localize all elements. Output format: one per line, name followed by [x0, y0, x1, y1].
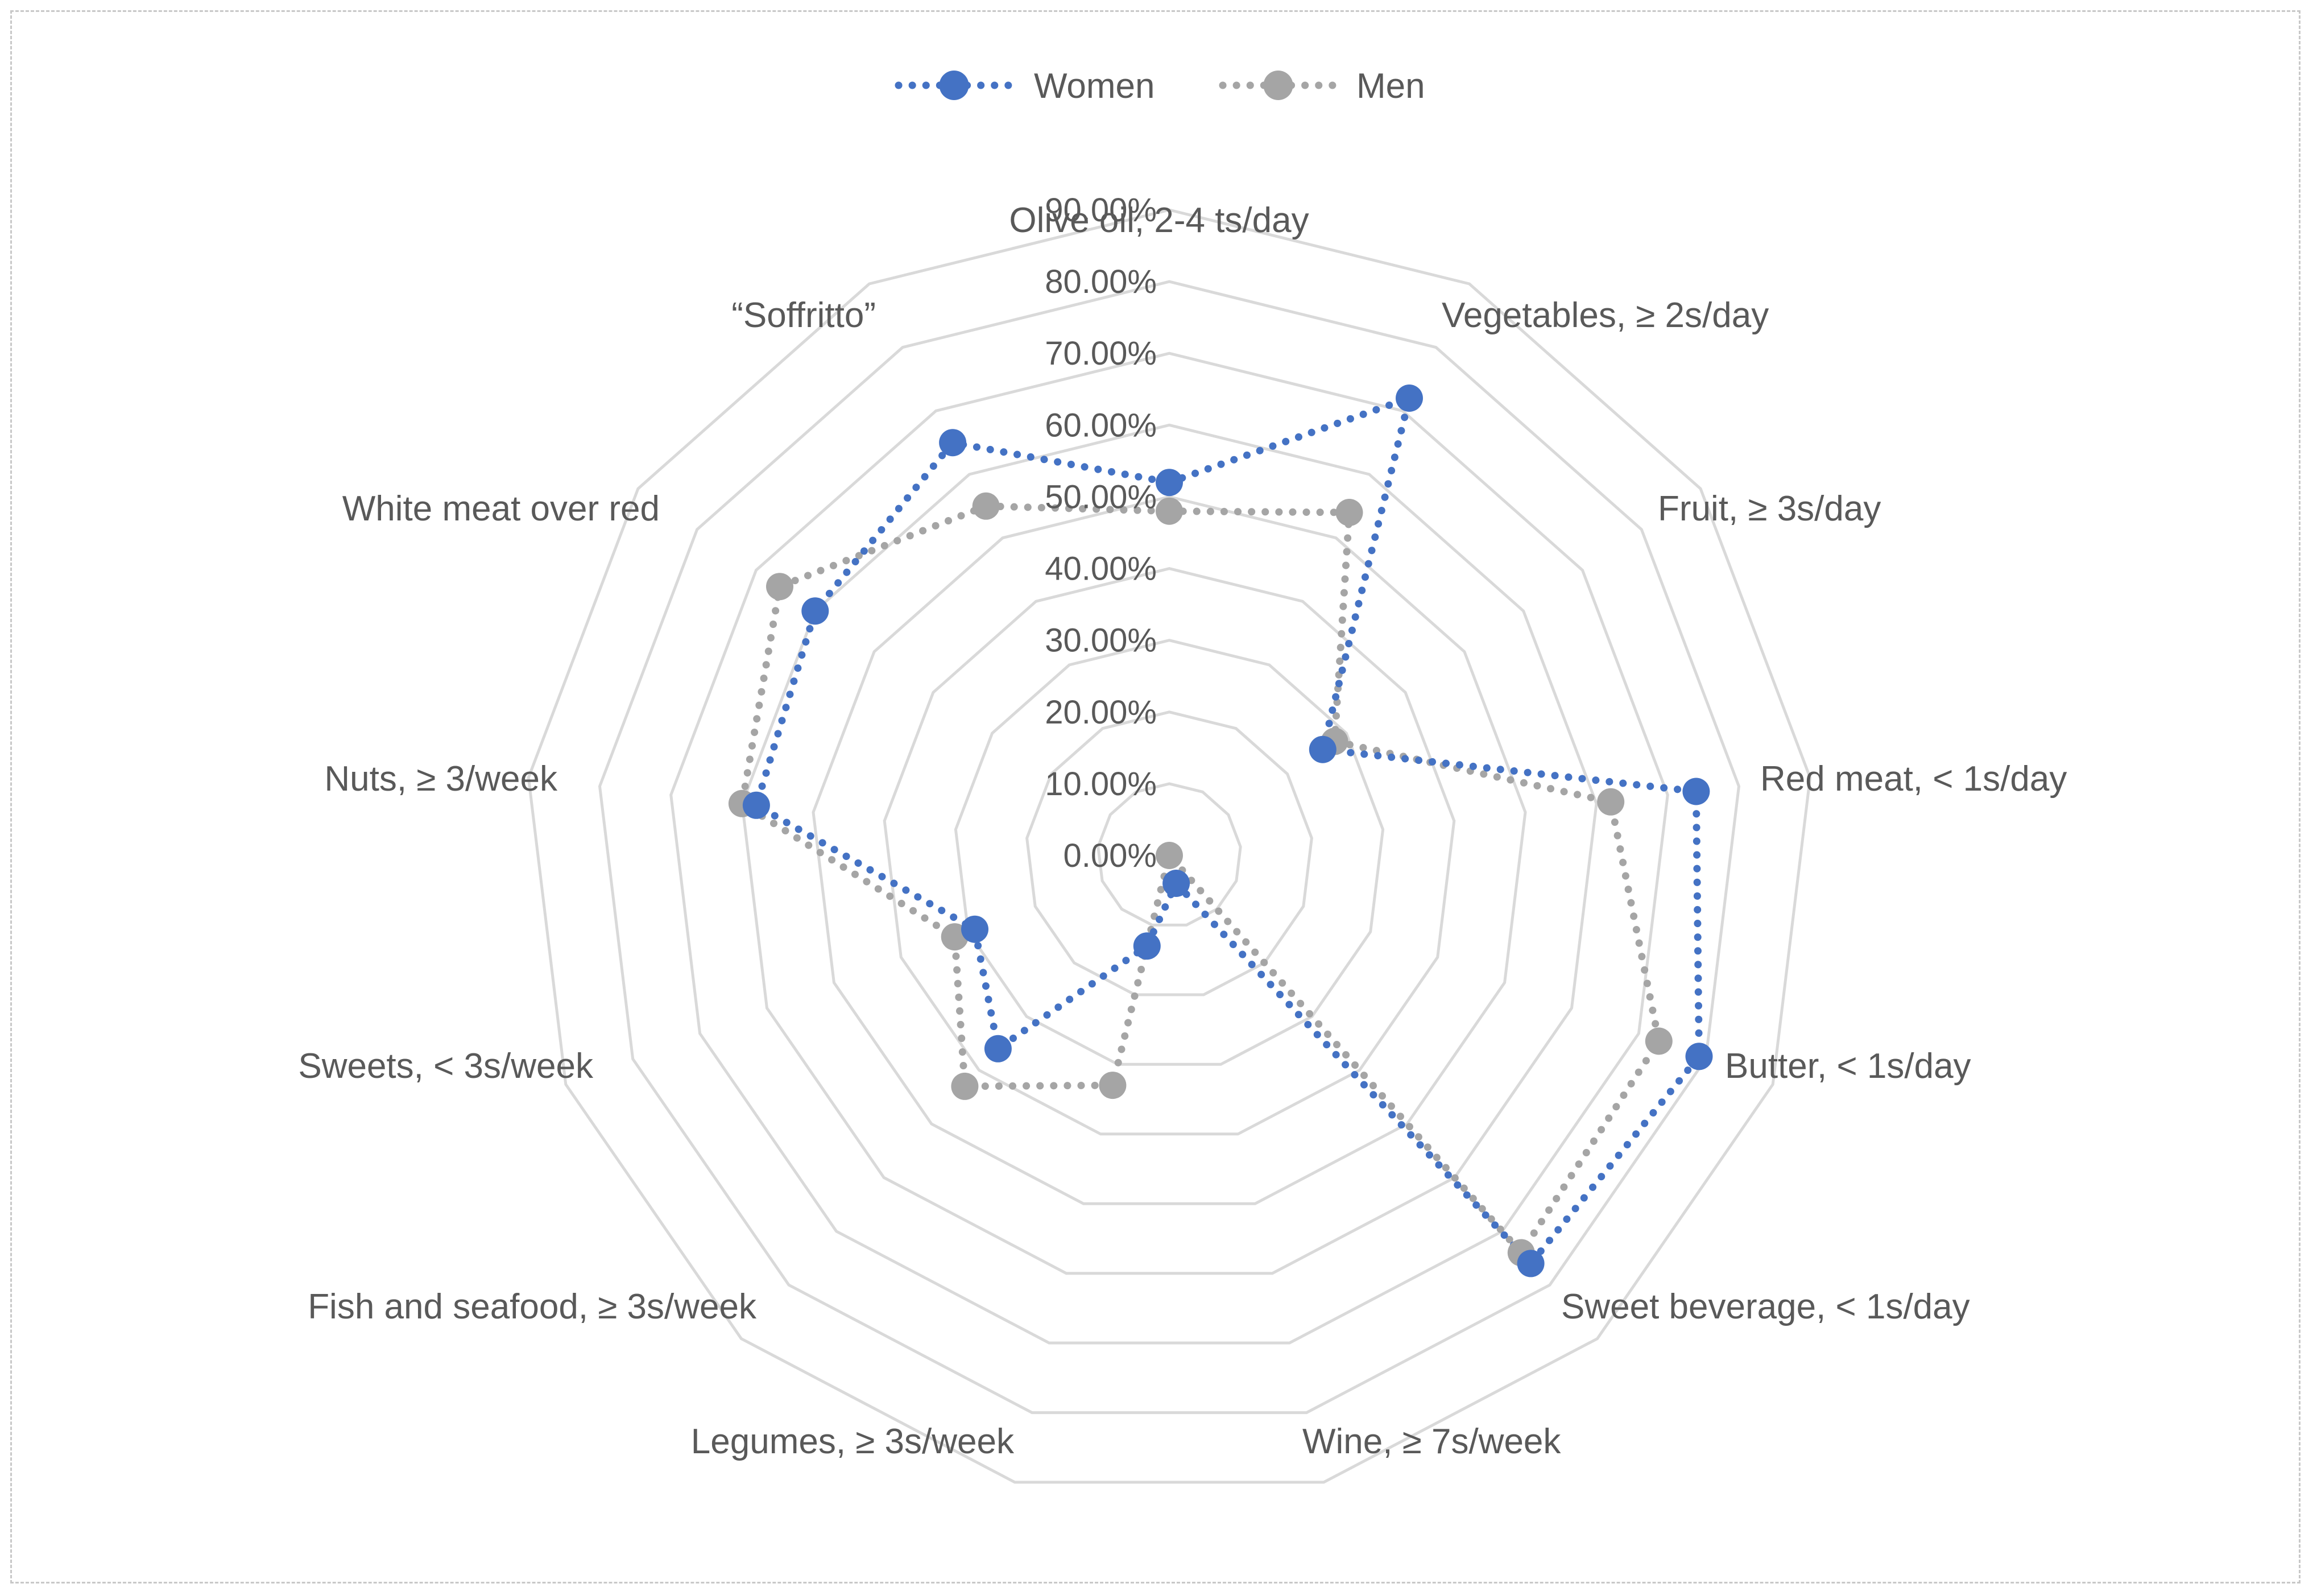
data-point-women — [1685, 1043, 1713, 1070]
axis-tick-labels: 0.00% 10.00% 20.00% 30.00% 40.00% 50.00% 60.00… — [1045, 192, 1157, 874]
tick-label: 90.00% — [1045, 192, 1157, 229]
legend-label: Men — [1356, 67, 1425, 106]
legend-item-women[interactable]: Women — [895, 67, 1155, 106]
category-label: Vegetables, ≥ 2s/day — [1442, 296, 1769, 335]
category-label: Red meat, < 1s/day — [1760, 759, 2067, 799]
data-point-men — [1335, 499, 1363, 526]
category-labels: Olive oil, 2-4 ts/day Vegetables, ≥ 2s/da… — [298, 201, 2067, 1461]
grid-ring-8 — [598, 280, 1741, 1415]
series-line-women — [752, 394, 1703, 1267]
data-point-men — [972, 492, 1000, 520]
category-label: Legumes, ≥ 3s/week — [691, 1422, 1015, 1461]
chart-frame — [10, 10, 2300, 1583]
category-label: Fish and seafood, ≥ 3s/week — [308, 1287, 757, 1326]
legend-marker — [1263, 71, 1293, 100]
tick-label: 80.00% — [1045, 263, 1157, 300]
data-point-men — [1645, 1027, 1673, 1055]
tick-label: 40.00% — [1045, 551, 1157, 588]
radar-grid — [527, 208, 1812, 1484]
data-point-women — [801, 597, 829, 625]
data-point-women — [1156, 469, 1183, 497]
grid-ring-4 — [883, 567, 1456, 1136]
category-label: White meat over red — [342, 489, 660, 528]
tick-label: 60.00% — [1045, 407, 1157, 444]
grid-ring-2 — [1025, 710, 1313, 997]
data-point-women — [1309, 735, 1337, 763]
category-label: “Soffritto” — [731, 296, 876, 335]
data-point-men — [1156, 497, 1183, 525]
tick-label: 30.00% — [1045, 622, 1157, 659]
legend-marker — [939, 71, 969, 100]
grid-ring-1 — [1096, 782, 1242, 927]
grid-ring-3 — [954, 639, 1385, 1066]
tick-label: 50.00% — [1045, 478, 1157, 515]
category-label: Nuts, ≥ 3/week — [324, 759, 558, 799]
data-point-women — [1396, 384, 1423, 412]
category-label: Butter, < 1s/day — [1725, 1047, 1971, 1086]
grid-ring-9 — [527, 208, 1812, 1484]
data-point-men — [1597, 788, 1625, 816]
data-point-women — [1517, 1250, 1545, 1277]
series-markers — [728, 384, 1713, 1277]
data-point-men — [1099, 1072, 1127, 1099]
data-point-women — [961, 915, 988, 943]
tick-label: 10.00% — [1045, 766, 1157, 803]
category-label: Wine, ≥ 7s/week — [1302, 1422, 1561, 1461]
legend-item-men[interactable]: Men — [1219, 67, 1425, 106]
tick-label: 0.00% — [1064, 837, 1157, 874]
data-point-men — [1156, 842, 1183, 869]
grid-ring-7 — [669, 352, 1669, 1345]
category-label: Olive oil, 2-4 ts/day — [1009, 201, 1309, 240]
legend: Women Men — [895, 67, 1425, 106]
category-label: Sweet beverage, < 1s/day — [1561, 1287, 1970, 1326]
series-lines — [738, 394, 1703, 1267]
data-point-women — [984, 1035, 1012, 1062]
data-point-women — [742, 791, 770, 819]
data-point-women — [1162, 870, 1190, 897]
data-point-men — [951, 1072, 979, 1100]
category-label: Sweets, < 3s/week — [298, 1047, 594, 1086]
series-line-men — [738, 502, 1663, 1256]
data-point-women — [1133, 932, 1161, 960]
category-label: Fruit, ≥ 3s/day — [1658, 489, 1881, 528]
tick-label: 70.00% — [1045, 335, 1157, 372]
data-point-women — [939, 429, 967, 457]
grid-ring-5 — [812, 495, 1527, 1205]
legend-label: Women — [1034, 67, 1155, 106]
data-point-women — [1682, 778, 1710, 805]
tick-label: 20.00% — [1045, 694, 1157, 731]
data-point-men — [766, 573, 793, 601]
